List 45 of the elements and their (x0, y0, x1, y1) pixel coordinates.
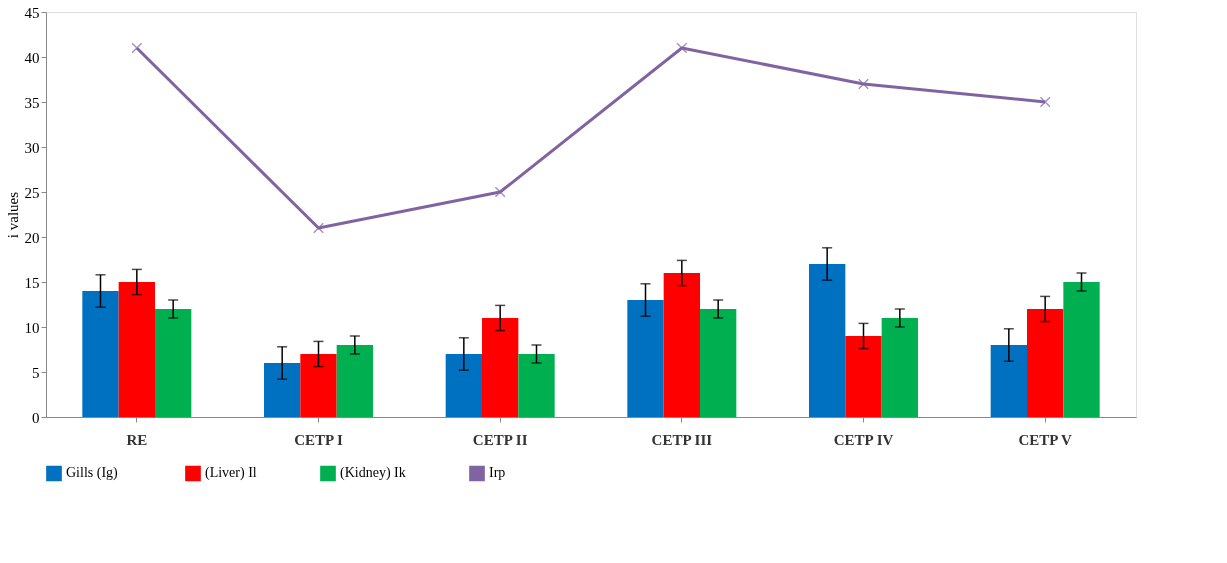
y-tick-label: 30 (24, 139, 40, 156)
x-tick-label: RE (126, 431, 148, 448)
bar (336, 345, 373, 417)
bar (809, 264, 846, 417)
bar (700, 309, 737, 417)
point (1039, 96, 1051, 108)
y-tick-label: 15 (24, 274, 40, 291)
bar (155, 309, 192, 417)
y-tick-label: 5 (32, 364, 40, 381)
x-tick-label: CETP I (294, 431, 344, 448)
bar (445, 354, 482, 417)
y-tick-label: 10 (24, 319, 40, 336)
x-tick-label: CETP II (472, 431, 528, 448)
point (858, 78, 869, 90)
bar (300, 354, 337, 417)
bar (663, 273, 700, 417)
bar (627, 300, 664, 417)
bar (82, 291, 119, 417)
bar (881, 318, 918, 417)
y-tick-label: 20 (24, 229, 40, 246)
y-tick-label: 35 (24, 94, 40, 111)
bar (264, 363, 301, 417)
bar (1063, 282, 1100, 417)
y-tick-label: 0 (32, 409, 40, 426)
y-tick-label: 45 (24, 4, 40, 21)
x-tick-label: CETP III (651, 431, 713, 448)
bar (482, 318, 519, 417)
legend-label: (Kidney) Ik (340, 465, 406, 482)
bar (1027, 309, 1064, 417)
point (131, 42, 143, 54)
bar (518, 354, 555, 417)
y-axis-title: i values (4, 191, 21, 239)
point (676, 42, 688, 54)
bar (990, 345, 1027, 417)
point (313, 222, 324, 234)
y-tick-label: 40 (24, 49, 40, 66)
x-tick-label: CETP IV (833, 431, 894, 448)
legend-label: (Liver) Il (205, 465, 257, 482)
legend-label: Gills (Ig) (66, 465, 119, 482)
legend-label: Irp (489, 465, 506, 481)
bar (118, 282, 155, 417)
bar (845, 336, 882, 417)
x-tick-label: CETP V (1018, 431, 1073, 448)
y-tick-label: 25 (24, 184, 40, 201)
point (494, 186, 506, 198)
